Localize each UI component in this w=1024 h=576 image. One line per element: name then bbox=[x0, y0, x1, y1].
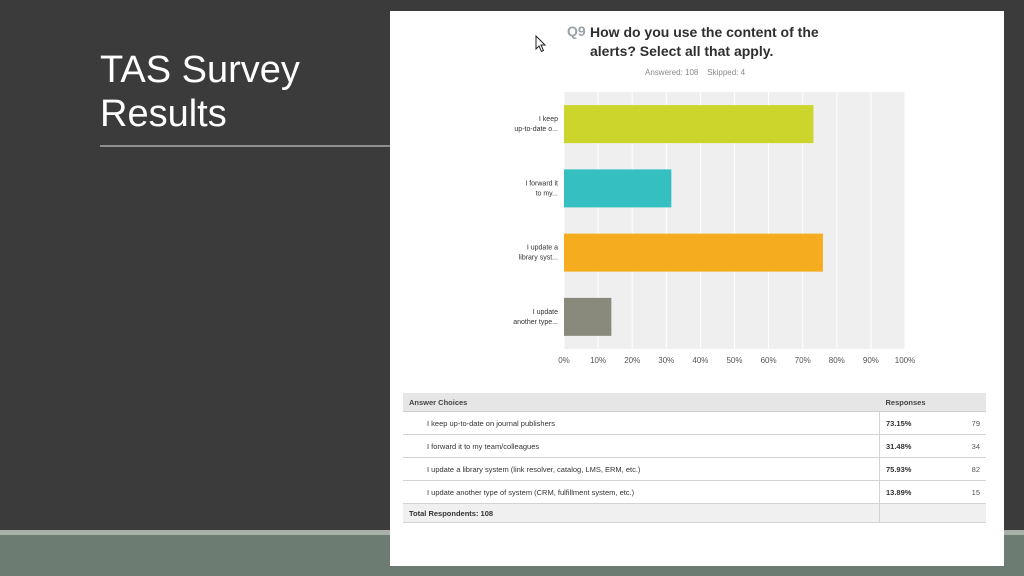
response-percent: 73.15% bbox=[886, 418, 912, 428]
response-count: 79 bbox=[971, 418, 980, 428]
answer-choice: I forward it to my team/colleagues bbox=[403, 434, 880, 458]
x-tick-label: 100% bbox=[895, 356, 915, 365]
answer-choice: I update another type of system (CRM, fu… bbox=[403, 480, 880, 504]
title-divider bbox=[100, 145, 390, 147]
response-percent: 13.89% bbox=[886, 487, 912, 497]
x-tick-label: 10% bbox=[590, 356, 606, 365]
bar bbox=[564, 169, 672, 208]
answer-choice: I keep up-to-date on journal publishers bbox=[403, 411, 880, 435]
bar-chart: 0% 10% 20% 30% 40% 50% 60% 70% 80% 90% 100% I keep u… bbox=[513, 92, 915, 365]
x-tick-label: 50% bbox=[726, 356, 742, 365]
response-percent: 75.93% bbox=[886, 464, 912, 474]
response-count: 34 bbox=[971, 441, 980, 451]
slide-title: TAS Survey Results bbox=[100, 49, 300, 135]
table-row: I update a library system (link resolver… bbox=[403, 457, 986, 481]
survey-screenshot: Q9 How do you use the content of the ale… bbox=[390, 11, 1004, 566]
x-tick-label: 70% bbox=[795, 356, 811, 365]
response-count: 15 bbox=[971, 487, 980, 497]
response-cell: 13.89% 15 bbox=[879, 480, 986, 504]
table-row: I forward it to my team/colleagues 31.48… bbox=[403, 434, 986, 458]
x-tick-label: 80% bbox=[829, 356, 845, 365]
response-count: 82 bbox=[971, 464, 980, 474]
total-empty-cell bbox=[879, 503, 986, 523]
x-tick-label: 40% bbox=[692, 356, 708, 365]
question-stats: Answered: 108 Skipped: 4 bbox=[645, 68, 746, 77]
x-tick-label: 0% bbox=[558, 356, 570, 365]
y-category-label: I forward it to my... bbox=[525, 180, 558, 197]
response-percent: 31.48% bbox=[886, 441, 912, 451]
bar bbox=[564, 297, 612, 336]
question-number: Q9 bbox=[567, 23, 586, 39]
response-cell: 31.48% 34 bbox=[879, 434, 986, 458]
y-category-label: I update a library syst... bbox=[519, 245, 558, 262]
response-cell: 73.15% 79 bbox=[879, 411, 986, 435]
table-row: I keep up-to-date on journal publishers … bbox=[403, 411, 986, 435]
response-cell: 75.93% 82 bbox=[879, 457, 986, 481]
bar bbox=[564, 105, 814, 144]
x-tick-label: 60% bbox=[761, 356, 777, 365]
table-header-row: Answer Choices Responses bbox=[403, 393, 986, 412]
question-text: How do you use the content of the alerts… bbox=[590, 24, 819, 59]
header-responses: Responses bbox=[879, 393, 986, 412]
y-category-label: I update another type... bbox=[513, 309, 558, 326]
total-respondents: Total Respondents: 108 bbox=[403, 503, 880, 523]
x-tick-label: 20% bbox=[624, 356, 640, 365]
mouse-cursor-icon bbox=[535, 35, 547, 53]
table-row: I update another type of system (CRM, fu… bbox=[403, 480, 986, 504]
total-row: Total Respondents: 108 bbox=[403, 503, 986, 523]
results-table: Answer Choices Responses I keep up-to-da… bbox=[403, 393, 986, 523]
x-tick-label: 90% bbox=[863, 356, 879, 365]
x-tick-label: 30% bbox=[658, 356, 674, 365]
bar bbox=[564, 233, 823, 272]
header-answer-choices: Answer Choices bbox=[403, 393, 880, 412]
answer-choice: I update a library system (link resolver… bbox=[403, 457, 880, 481]
y-category-label: I keep up-to-date o... bbox=[514, 116, 558, 133]
